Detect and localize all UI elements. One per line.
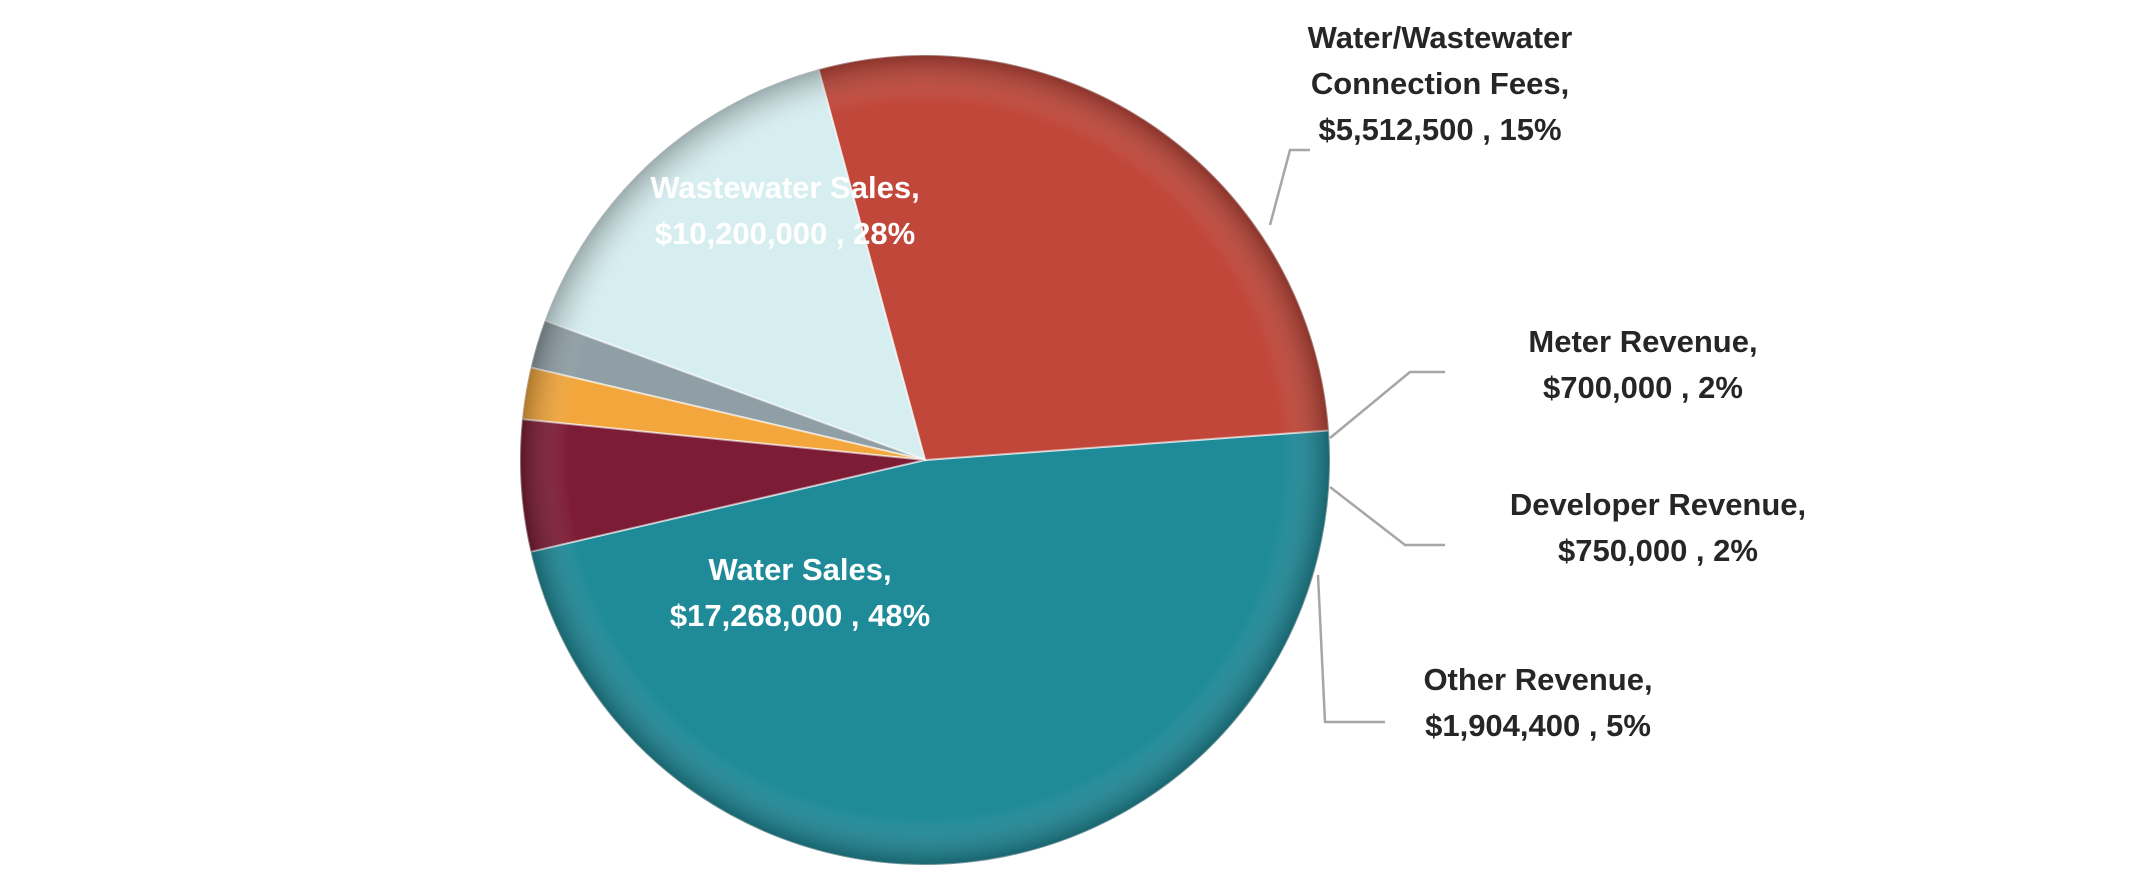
data-label-line: Water Sales, [708,552,891,587]
data-label-meter-revenue: Meter Revenue, $700,000 , 2% [1528,324,1757,405]
data-label-water-sales: Water Sales, $17,268,000 , 48% [670,552,930,633]
leader-line-meter-revenue [1329,370,1445,439]
data-label-line: Other Revenue, [1423,662,1652,697]
data-label-line: $700,000 , 2% [1543,370,1743,405]
data-label-line: $1,904,400 , 5% [1425,708,1651,743]
data-label-line: Meter Revenue, [1528,324,1757,359]
data-label-line: $10,200,000 , 28% [655,216,915,251]
data-label-water-wastewater-connection-fees: Water/Wastewater Connection Fees, $5,512,5… [1308,20,1573,147]
data-label-line: Connection Fees, [1311,66,1569,101]
data-label-line: $5,512,500 , 15% [1318,112,1561,147]
data-label-developer-revenue: Developer Revenue, $750,000 , 2% [1510,487,1806,568]
data-label-other-revenue: Other Revenue, $1,904,400 , 5% [1423,662,1652,743]
data-label-line: Developer Revenue, [1510,487,1806,522]
leader-line-developer-revenue [1329,486,1445,547]
leader-line-water-wastewater-connection-fees [1268,148,1310,226]
data-label-line: Water/Wastewater [1308,20,1573,55]
leader-line-other-revenue [1316,574,1385,724]
data-label-line: Wastewater Sales, [650,170,919,205]
pie-shading [520,55,1330,865]
data-label-line: $750,000 , 2% [1558,533,1758,568]
data-label-line: $17,268,000 , 48% [670,598,930,633]
data-label-wastewater-sales: Wastewater Sales, $10,200,000 , 28% [650,170,919,251]
